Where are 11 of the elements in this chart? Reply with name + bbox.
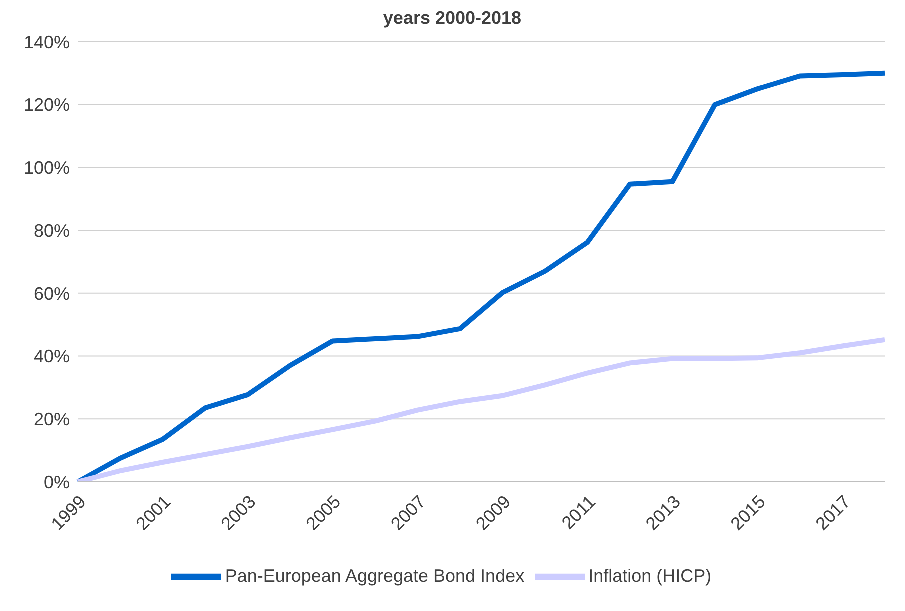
- chart-title: years 2000-2018: [382, 8, 523, 30]
- legend-label: Pan-European Aggregate Bond Index: [225, 566, 525, 586]
- y-tick-label: 80%: [34, 220, 70, 241]
- legend-label: Inflation (HICP): [588, 566, 712, 586]
- y-tick-label: 20%: [34, 410, 70, 430]
- y-tick-label: 60%: [34, 284, 70, 304]
- y-tick-label: 100%: [24, 158, 70, 178]
- y-tick-label: 0%: [44, 472, 70, 492]
- y-tick-label: 120%: [24, 95, 70, 116]
- y-tick-label: 40%: [34, 346, 70, 367]
- y-tick-label: 140%: [24, 32, 70, 52]
